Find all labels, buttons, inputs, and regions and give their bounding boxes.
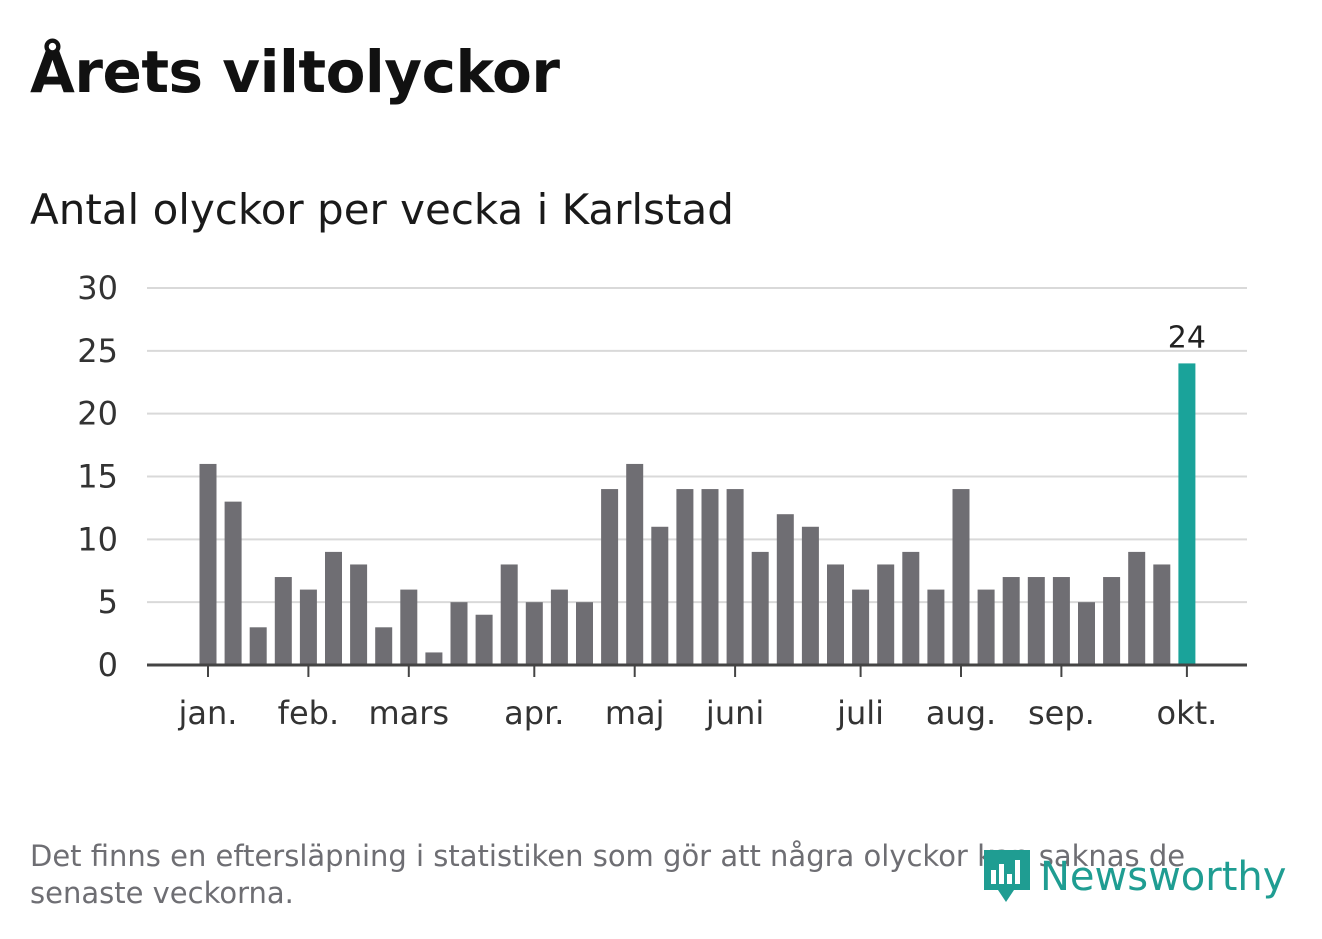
y-tick-label: 30 xyxy=(77,269,118,307)
bar xyxy=(1153,564,1171,665)
bar xyxy=(776,514,794,665)
x-tick-label: maj xyxy=(605,694,665,732)
y-tick-label: 15 xyxy=(77,458,118,496)
bar xyxy=(1052,577,1070,665)
y-tick-label: 10 xyxy=(77,520,118,558)
x-tick-label: mars xyxy=(368,694,449,732)
bar xyxy=(400,589,418,665)
bar xyxy=(726,489,744,665)
bar xyxy=(801,526,819,665)
bar xyxy=(626,463,644,665)
bar xyxy=(249,627,267,665)
chart-title: Årets viltolyckor xyxy=(30,38,560,106)
bar xyxy=(425,652,443,665)
bar xyxy=(952,489,970,665)
x-axis: jan. feb. mars apr. maj juni juli aug. sep. okt. xyxy=(147,663,1247,732)
newsworthy-logo-text: Newsworthy xyxy=(1040,854,1287,900)
bars xyxy=(199,363,1196,665)
data-labels: 24 xyxy=(1168,320,1206,355)
newsworthy-logo-icon xyxy=(984,850,1030,902)
x-tick-label: juli xyxy=(836,694,884,732)
x-tick-label: juni xyxy=(705,694,764,732)
x-tick-label: okt. xyxy=(1156,694,1217,732)
y-tick-label: 20 xyxy=(77,395,118,433)
bar xyxy=(350,564,368,665)
bar xyxy=(550,589,568,665)
y-axis-ticks: 0 5 10 15 20 25 30 xyxy=(77,269,118,684)
bar xyxy=(576,602,593,665)
bar xyxy=(877,564,895,665)
y-tick-label: 5 xyxy=(98,583,118,621)
bar xyxy=(375,627,393,665)
bar xyxy=(274,577,292,665)
bar xyxy=(751,551,769,665)
bar xyxy=(852,589,870,665)
bar xyxy=(1027,577,1045,665)
bar xyxy=(827,564,844,665)
bar-highlight xyxy=(1178,363,1196,665)
bar xyxy=(500,564,518,665)
bar-chart: 0 5 10 15 20 25 30 jan. feb. mars apr. maj juni juli… xyxy=(77,269,1247,732)
bar xyxy=(977,589,995,665)
y-tick-label: 25 xyxy=(77,332,118,370)
chart-subtitle: Antal olyckor per vecka i Karlstad xyxy=(30,185,734,234)
x-tick-label: jan. xyxy=(178,694,238,732)
highlight-value-label: 24 xyxy=(1168,320,1206,355)
newsworthy-logo: Newsworthy xyxy=(980,846,1286,908)
bar xyxy=(927,589,945,665)
bar xyxy=(450,602,468,665)
bar xyxy=(199,463,217,665)
bar xyxy=(651,526,669,665)
bar xyxy=(475,614,493,665)
bar xyxy=(676,489,694,665)
bar xyxy=(701,489,719,665)
bar xyxy=(299,589,317,665)
bar xyxy=(525,602,543,665)
bar xyxy=(601,489,619,665)
bar xyxy=(1128,551,1146,665)
bar xyxy=(902,551,920,665)
bar xyxy=(1103,577,1121,665)
x-tick-label: apr. xyxy=(504,694,564,732)
y-tick-label: 0 xyxy=(98,646,118,684)
grid-lines xyxy=(147,287,1247,604)
bar xyxy=(224,501,242,665)
bar xyxy=(1002,577,1020,665)
bar xyxy=(1078,602,1095,665)
x-tick-label: aug. xyxy=(926,694,996,732)
bar xyxy=(325,551,342,665)
x-tick-label: feb. xyxy=(278,694,339,732)
x-tick-label: sep. xyxy=(1028,694,1095,732)
